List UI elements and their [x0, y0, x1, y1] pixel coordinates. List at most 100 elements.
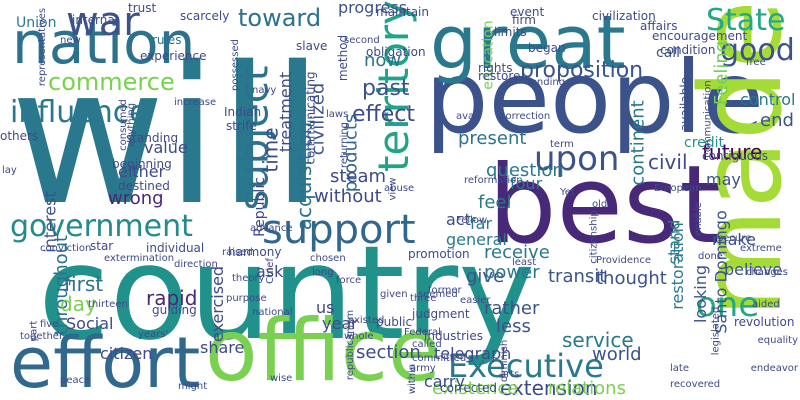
word-aided: aided — [752, 299, 780, 310]
word-rapid: rapid — [146, 286, 198, 310]
word-trust: trust — [128, 1, 157, 15]
word-industries: industries — [424, 329, 484, 343]
word-will: will — [10, 26, 324, 247]
word-union: Union — [16, 15, 57, 31]
word-former: former — [428, 285, 462, 296]
word-general: general — [446, 230, 507, 249]
word-future: future — [702, 140, 763, 164]
word-star: star — [90, 239, 114, 253]
word-far: far — [470, 214, 493, 233]
word-commerce: commerce — [48, 68, 175, 96]
word-restore: restore — [478, 69, 521, 83]
word-citizen: citizen — [100, 344, 153, 363]
word-harmony: harmony — [228, 245, 282, 259]
word-may: may — [706, 170, 741, 189]
word-effect: effect — [352, 102, 415, 127]
word-communication: communication — [702, 80, 714, 158]
word-extreme: extreme — [740, 243, 782, 254]
word-receive: receive — [484, 242, 550, 263]
word-good: good — [720, 33, 795, 68]
word-service: service — [562, 328, 634, 352]
word-purpose: purpose — [226, 293, 267, 304]
word-advance: advance — [250, 223, 293, 234]
word-available: available — [678, 76, 693, 132]
word-federal: Federal — [404, 327, 441, 338]
word-yet: Yet — [560, 187, 575, 198]
word-thought: thought — [596, 268, 667, 289]
word-transit: transit — [548, 266, 607, 287]
word-changes: changes — [746, 267, 789, 278]
word-done: done — [698, 251, 723, 262]
word-power: power — [484, 262, 540, 283]
word-exercised: exercised — [208, 265, 228, 343]
word-began: began — [528, 41, 566, 55]
word-believe: believe — [724, 260, 783, 279]
word-event: event — [510, 5, 545, 19]
word-make: make — [712, 230, 756, 249]
word-abuse: abuse — [384, 183, 415, 194]
word-communicating: communicating — [303, 71, 318, 165]
word-free: free — [746, 57, 766, 68]
word-telegraph: telegraph — [434, 344, 512, 363]
word-executive: Executive — [448, 347, 604, 385]
word-government: government — [10, 209, 193, 244]
word-one: one — [696, 285, 760, 325]
word-firm: firm — [512, 13, 536, 27]
word-carry: carry — [424, 372, 465, 391]
word-toward: toward — [238, 4, 322, 32]
word-day: day — [60, 292, 97, 316]
word-reformation: reformation — [464, 175, 523, 186]
word-existed: existed — [348, 315, 385, 326]
word-progress: progress — [338, 0, 408, 17]
word-new: new — [60, 35, 81, 46]
word-given: given — [380, 289, 408, 300]
word-indian: Indian — [224, 105, 262, 119]
word-affairs: affairs — [640, 19, 678, 33]
word-nation: nation — [12, 9, 196, 77]
word-army: army — [410, 363, 436, 374]
word-theory: theory — [232, 273, 265, 284]
word-rights: rights — [478, 61, 513, 75]
word-stand: stand — [664, 219, 684, 265]
word-call: call — [656, 45, 681, 61]
word-first: first — [64, 272, 104, 296]
word-now: now — [364, 50, 402, 71]
word-extermination: extermination — [104, 253, 175, 264]
word-term: term — [550, 139, 574, 150]
word-feel: feel — [478, 192, 512, 213]
word-years: years' — [138, 329, 169, 340]
word-give: give — [466, 266, 505, 287]
word-judgment: judgment — [412, 307, 470, 321]
word-others: others — [0, 129, 39, 143]
word-individual: individual — [146, 241, 205, 255]
word-support: support — [262, 207, 416, 253]
word-correction: correction — [500, 111, 551, 122]
word-war: war — [66, 0, 140, 45]
word-might: might — [178, 381, 208, 392]
word-promotion: promotion — [408, 247, 470, 261]
word-revolution: revolution — [734, 315, 795, 329]
word-laws: laws — [326, 109, 349, 120]
word-less: less — [496, 316, 531, 337]
word-internal: internal — [72, 13, 119, 27]
word-returning: returning — [339, 121, 351, 169]
word-peace: peace — [60, 375, 91, 386]
word-increase: increase — [174, 97, 217, 108]
word-section: section — [356, 342, 421, 363]
word-avail: avail — [456, 111, 480, 122]
word-either: either — [118, 162, 166, 181]
word-steam: steam — [330, 166, 387, 187]
word-wrong: wrong — [108, 188, 164, 209]
word-secure: secure — [718, 233, 752, 244]
word-end: end — [760, 110, 794, 131]
word-condition: condition — [660, 43, 716, 57]
word-slave: slave — [296, 39, 328, 53]
word-office: office — [205, 301, 441, 400]
word-force: force — [336, 275, 362, 286]
word-great: great — [430, 0, 626, 86]
word-thirteen: thirteen — [88, 299, 128, 310]
word-fellow: Fellow — [456, 215, 488, 226]
word-year: year — [322, 314, 358, 333]
word-seemed: seemed — [418, 289, 458, 300]
